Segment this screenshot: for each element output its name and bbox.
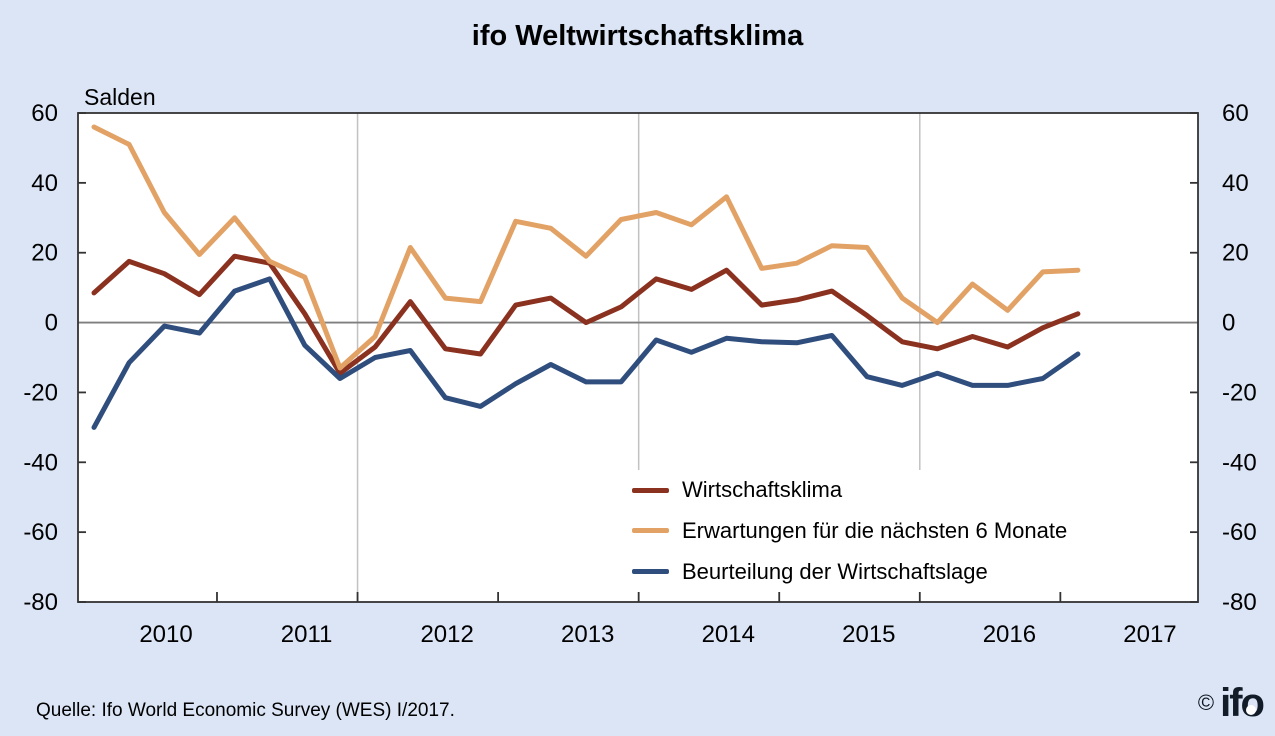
y-axis-label-left: 0 — [45, 310, 58, 337]
y-axis-label-left: 40 — [31, 170, 58, 197]
source-note: Quelle: Ifo World Economic Survey (WES) … — [36, 700, 455, 721]
x-axis-year-label: 2013 — [561, 621, 614, 648]
legend-label: Wirtschaftsklima — [682, 477, 843, 503]
legend-item: Erwartungen für die nächsten 6 Monate — [628, 511, 1180, 551]
chart-title: ifo Weltwirtschaftsklima — [471, 20, 804, 52]
x-axis-year-label: 2017 — [1123, 621, 1176, 648]
x-axis-year-label: 2016 — [983, 621, 1036, 648]
legend-line-swatch — [632, 528, 669, 534]
legend-item: Beurteilung der Wirtschaftslage — [628, 552, 1180, 592]
legend-label: Erwartungen für die nächsten 6 Monate — [682, 517, 1068, 543]
x-axis-year-label: 2015 — [842, 621, 895, 648]
y-axis-unit-label: Salden — [84, 84, 156, 110]
branding: © ifo — [1197, 681, 1265, 725]
y-axis-label-right: 20 — [1222, 240, 1249, 267]
y-axis-label-right: 0 — [1222, 310, 1235, 337]
y-axis-label-left: -60 — [23, 519, 58, 546]
y-axis-label-left: 60 — [31, 100, 58, 127]
legend-line-swatch — [632, 569, 669, 575]
legend-label: Beurteilung der Wirtschaftslage — [682, 558, 988, 584]
x-axis-year-label: 2011 — [281, 621, 333, 648]
y-axis-label-left: -80 — [23, 589, 58, 616]
ifo-logo: ifo — [1220, 681, 1265, 725]
x-axis-year-label: 2012 — [420, 621, 473, 648]
chart-legend: Wirtschaftsklima Erwartungen für die näch… — [628, 470, 1180, 592]
legend-item: Wirtschaftsklima — [628, 470, 1180, 510]
x-axis-year-label: 2014 — [702, 621, 755, 648]
plot-border — [77, 112, 1199, 603]
ifo-logo-text: ifo — [1220, 681, 1265, 725]
y-axis-label-left: 20 — [31, 240, 58, 267]
y-axis-label-right: 40 — [1222, 170, 1249, 197]
y-axis-label-right: -80 — [1222, 589, 1257, 616]
series-situation_blue — [91, 276, 1081, 430]
series-climate_red — [91, 253, 1081, 376]
y-axis-label-right: -20 — [1222, 379, 1257, 406]
y-axis-label-right: 60 — [1222, 100, 1249, 127]
y-axis-label-left: -40 — [23, 449, 58, 476]
copyright-icon: © — [1197, 690, 1215, 715]
x-axis-year-label: 2010 — [139, 621, 192, 648]
y-axis-label-right: -60 — [1222, 519, 1257, 546]
ifo-logo-o-dot — [1246, 705, 1256, 715]
y-axis-label-left: -20 — [23, 379, 58, 406]
legend-line-swatch — [632, 487, 669, 493]
y-axis-label-right: -40 — [1222, 449, 1257, 476]
series-expectations_orange — [91, 124, 1081, 371]
